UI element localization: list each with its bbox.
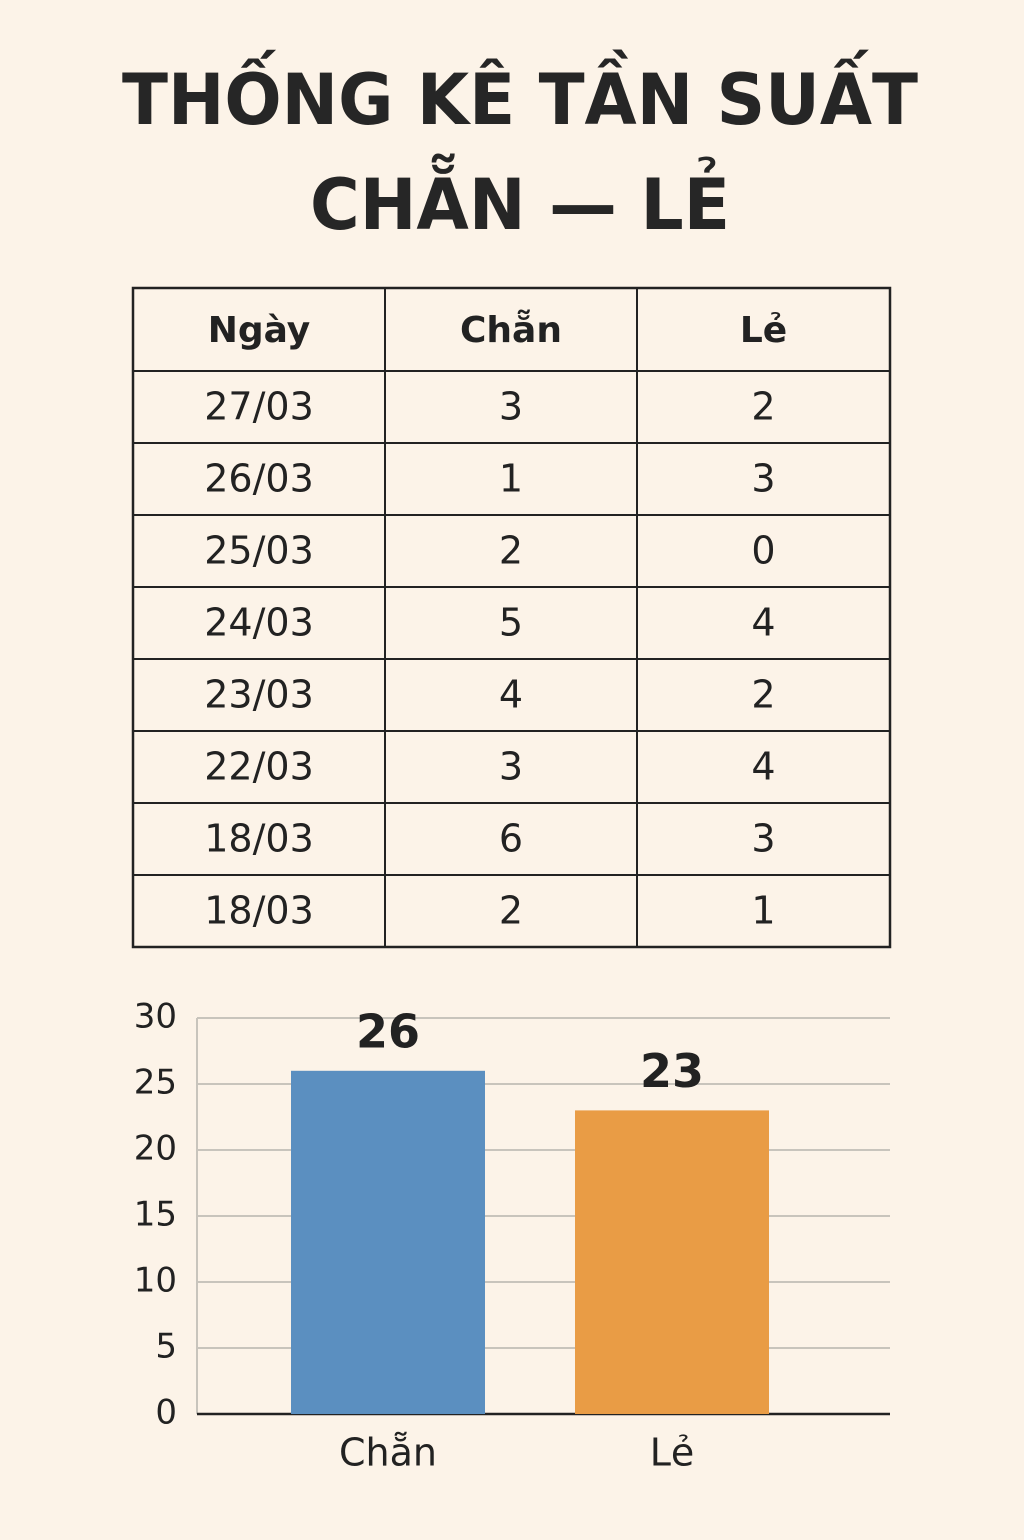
table-cell: 4	[751, 745, 775, 789]
y-tick-label: 25	[134, 1063, 177, 1103]
table-cell: 23/03	[204, 673, 314, 717]
title: THỐNG KÊ TẦN SUẤT	[122, 50, 918, 141]
y-tick-label: 20	[134, 1129, 177, 1169]
table-cell: 3	[499, 745, 523, 789]
table-cell: 26/03	[204, 457, 314, 501]
table-cell: 3	[751, 457, 775, 501]
table-cell: 22/03	[204, 745, 314, 789]
table-cell: 6	[499, 817, 523, 861]
table-cell: 24/03	[204, 601, 314, 645]
table-cell: 2	[499, 889, 523, 933]
y-tick-label: 10	[134, 1261, 177, 1301]
value-label: 26	[356, 1004, 420, 1058]
table-cell: 2	[751, 673, 775, 717]
table-cell: 2	[499, 529, 523, 573]
table-cell: 0	[751, 529, 775, 573]
table-header: Ngày	[208, 310, 311, 351]
y-tick-label: 30	[134, 997, 177, 1037]
value-label: 23	[640, 1044, 704, 1098]
table-cell: 27/03	[204, 385, 314, 429]
table-cell: 1	[499, 457, 523, 501]
table-cell: 4	[751, 601, 775, 645]
table-cell: 25/03	[204, 529, 314, 573]
y-tick-label: 5	[155, 1327, 177, 1367]
table-cell: 18/03	[204, 817, 314, 861]
title: CHẴN — LẺ	[310, 154, 730, 246]
table-header: Chẵn	[460, 309, 562, 351]
y-tick-label: 15	[134, 1195, 177, 1235]
table-cell: 4	[499, 673, 523, 717]
table-cell: 2	[751, 385, 775, 429]
table-header: Lẻ	[740, 310, 787, 351]
table-cell: 18/03	[204, 889, 314, 933]
table-cell: 1	[751, 889, 775, 933]
x-tick-label: Chẵn	[339, 1431, 437, 1475]
table-cell: 3	[499, 385, 523, 429]
y-tick-label: 0	[155, 1393, 177, 1433]
table-cell: 3	[751, 817, 775, 861]
bar	[575, 1110, 769, 1414]
x-tick-label: Lẻ	[650, 1431, 695, 1475]
table-border	[131, 286, 892, 949]
table-cell: 5	[499, 601, 523, 645]
bar	[291, 1070, 485, 1414]
